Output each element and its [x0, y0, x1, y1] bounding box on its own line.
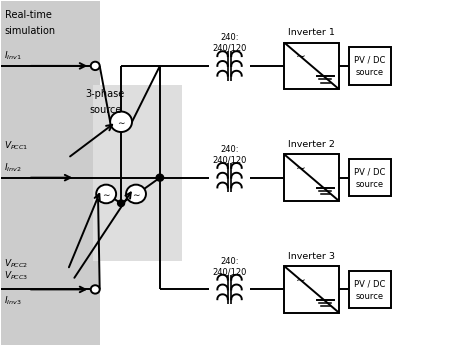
Text: $V_{PCC2}$: $V_{PCC2}$ [4, 257, 28, 270]
Text: $V_{PCC3}$: $V_{PCC3}$ [4, 270, 28, 282]
Circle shape [156, 174, 164, 181]
Text: $I_{Inv2}$: $I_{Inv2}$ [4, 162, 22, 174]
Text: source: source [356, 68, 384, 77]
Text: 240/120: 240/120 [212, 44, 247, 53]
Circle shape [110, 111, 132, 132]
Bar [284, 43, 339, 89]
Bar [0, 1, 100, 345]
Circle shape [91, 285, 100, 294]
Text: Real-time: Real-time [5, 10, 52, 20]
Text: 240:: 240: [220, 34, 239, 43]
Bar [284, 154, 339, 201]
Text: source: source [89, 105, 121, 115]
Text: $I_{Inv3}$: $I_{Inv3}$ [4, 294, 22, 307]
Text: 240/120: 240/120 [212, 267, 247, 276]
Bar [349, 159, 391, 196]
Circle shape [96, 185, 116, 203]
Text: $V_{PCC1}$: $V_{PCC1}$ [4, 139, 28, 152]
Circle shape [126, 185, 146, 203]
Text: Inverter 3: Inverter 3 [288, 252, 335, 261]
Text: PV / DC: PV / DC [355, 167, 386, 176]
Text: simulation: simulation [5, 26, 56, 36]
Circle shape [118, 200, 125, 207]
Text: 240/120: 240/120 [212, 155, 247, 164]
Text: $\sim$: $\sim$ [101, 190, 111, 199]
Text: source: source [356, 180, 384, 189]
Text: $\sim$: $\sim$ [131, 190, 141, 199]
Bar [284, 266, 339, 313]
Text: $\sim$: $\sim$ [116, 117, 126, 126]
Text: source: source [356, 292, 384, 301]
Text: PV / DC: PV / DC [355, 56, 386, 65]
Bar [349, 271, 391, 308]
Circle shape [91, 62, 100, 70]
Text: $I_{Inv1}$: $I_{Inv1}$ [4, 50, 22, 62]
Text: PV / DC: PV / DC [355, 279, 386, 288]
Text: Inverter 1: Inverter 1 [288, 28, 335, 37]
Text: $\sim$: $\sim$ [293, 273, 306, 286]
Text: $\sim$: $\sim$ [293, 161, 306, 174]
Bar [93, 84, 182, 262]
Text: 3-phase: 3-phase [85, 89, 125, 99]
Bar [349, 47, 391, 84]
Text: 240:: 240: [220, 145, 239, 154]
Text: $\sim$: $\sim$ [293, 49, 306, 62]
Text: Inverter 2: Inverter 2 [288, 140, 335, 149]
Text: 240:: 240: [220, 257, 239, 266]
